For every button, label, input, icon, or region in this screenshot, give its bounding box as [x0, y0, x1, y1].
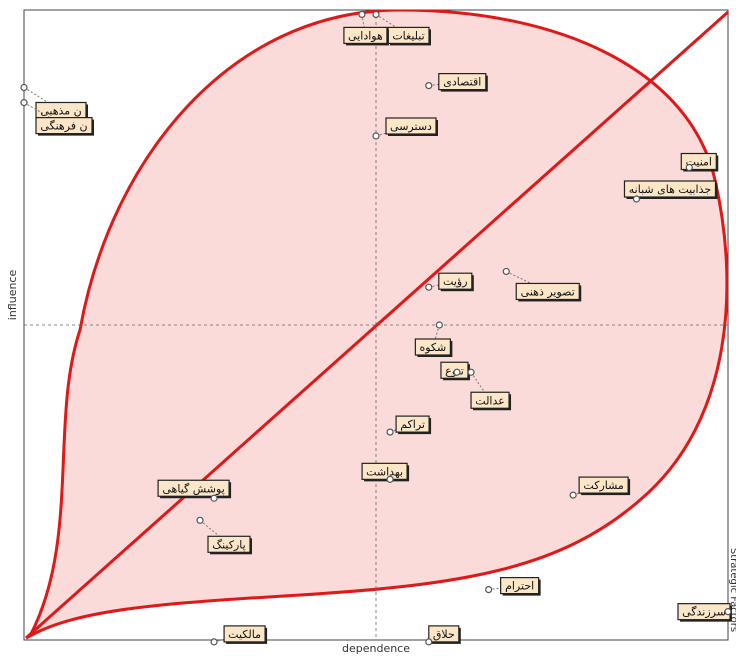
point-marker	[569, 491, 577, 499]
point-label: امنیت	[686, 156, 712, 169]
points-layer: تبلیغات هوادایی ن مذهبی ن فرهنگی اقتصادی دستر…	[20, 10, 732, 646]
label-box	[361, 462, 408, 480]
point-label: شکوه	[419, 341, 446, 354]
point-label: مالکیت	[228, 628, 261, 641]
data-point: مالکیت	[210, 625, 268, 646]
data-point: ن مذهبی	[20, 83, 88, 121]
point-label: رؤیت	[443, 275, 468, 288]
point-label: مشارکت	[583, 479, 624, 492]
label-box	[438, 272, 473, 290]
point-marker	[632, 195, 641, 203]
label-box	[207, 535, 251, 553]
point-label: بهداشت	[366, 465, 403, 478]
data-point: شکوه	[414, 321, 453, 357]
data-point: پوشش گیاهی	[157, 479, 232, 502]
data-point: تراکم	[386, 415, 432, 436]
point-label: هوادایی	[348, 29, 383, 42]
data-point: پارکینگ	[196, 516, 252, 555]
point-marker	[372, 10, 380, 19]
label-box	[395, 415, 430, 433]
point-label: احترام	[505, 580, 534, 593]
point-marker	[386, 428, 394, 436]
point-label: پارکینگ	[212, 538, 245, 551]
point-marker	[453, 368, 461, 376]
data-point: عدالت	[467, 368, 512, 411]
point-marker	[502, 267, 510, 276]
point-label: عدالت	[475, 394, 505, 407]
point-label: تراکم	[400, 418, 425, 431]
point-marker	[358, 10, 366, 19]
point-label: اقتصادی	[443, 76, 481, 89]
label-box	[470, 391, 510, 409]
point-label: حلاق	[433, 628, 455, 641]
data-point: تنوع	[440, 361, 470, 381]
point-marker	[210, 494, 218, 502]
point-marker	[724, 608, 732, 616]
point-marker	[425, 81, 433, 90]
point-marker	[685, 163, 693, 172]
label-box	[623, 180, 717, 198]
leader-line	[213, 633, 245, 643]
point-label: جذابیت های شبانه	[629, 183, 711, 196]
label-box	[438, 72, 487, 91]
label-box	[385, 117, 437, 135]
data-point: جذابیت های شبانه	[623, 180, 718, 203]
diagonal-line	[25, 10, 729, 640]
point-marker	[435, 321, 443, 329]
data-point: دسترسی	[372, 117, 438, 140]
data-point: امنیت	[680, 152, 719, 172]
point-marker	[20, 99, 28, 107]
data-point: رؤیت	[425, 272, 474, 292]
point-label: پوشش گیاهی	[162, 482, 224, 495]
point-marker	[196, 516, 204, 524]
label-box	[428, 625, 460, 643]
point-label: دسترسی	[390, 120, 432, 133]
label-box	[35, 117, 93, 135]
point-marker	[386, 475, 394, 483]
point-label: تصویر ذهنی	[521, 285, 575, 298]
data-point: تصویر ذهنی	[502, 267, 582, 302]
label-box	[578, 476, 629, 494]
data-point: بهداشت	[361, 462, 410, 483]
point-label: سرزندگی	[682, 606, 726, 619]
point-label: تبلیغات	[392, 29, 424, 42]
point-label: ن فرهنگی	[40, 120, 87, 133]
label-box	[515, 282, 580, 301]
label-box	[157, 479, 230, 497]
data-point: سرزندگی	[677, 603, 732, 622]
point-marker	[210, 638, 218, 646]
right-axis-title: Strategic Factors	[728, 548, 736, 632]
data-point: مشارکت	[569, 476, 631, 499]
data-point: حلاق	[425, 625, 461, 646]
point-label: ن مذهبی	[40, 104, 82, 117]
point-marker	[485, 585, 493, 594]
label-box	[343, 26, 388, 45]
data-point: اقتصادی	[425, 72, 488, 92]
point-marker	[425, 638, 433, 646]
leader-line	[488, 585, 520, 591]
point-marker	[467, 368, 475, 376]
label-box	[500, 576, 540, 595]
data-point: ن فرهنگی	[20, 99, 94, 136]
point-marker	[425, 283, 433, 291]
point-marker	[20, 83, 28, 92]
label-box	[223, 625, 266, 643]
point-marker	[372, 132, 380, 140]
data-point: تبلیغات	[372, 10, 431, 46]
y-axis-title: influence	[6, 270, 19, 321]
data-point: احترام	[485, 576, 541, 596]
data-point: هوادایی	[343, 10, 389, 46]
x-axis-title: dependence	[342, 642, 410, 655]
label-box	[414, 338, 451, 356]
